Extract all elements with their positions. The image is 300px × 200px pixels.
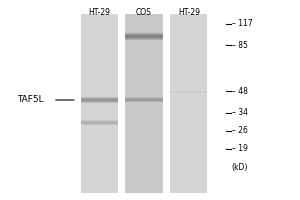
Bar [81, 121, 118, 122]
Bar [125, 35, 163, 36]
Bar [81, 121, 118, 122]
Bar [81, 122, 118, 123]
Text: HT-29: HT-29 [178, 8, 200, 17]
Text: – 19: – 19 [232, 144, 248, 153]
Bar [125, 98, 163, 99]
Text: COS: COS [136, 8, 152, 17]
Bar [81, 97, 118, 98]
Bar [81, 123, 118, 124]
Text: – 48: – 48 [232, 87, 248, 96]
Bar [81, 124, 118, 125]
Bar [81, 122, 118, 123]
Bar [170, 92, 208, 93]
Bar [125, 37, 163, 38]
Text: HT-29: HT-29 [88, 8, 110, 17]
Bar [81, 98, 118, 99]
Bar [125, 14, 163, 193]
Bar [125, 97, 163, 98]
Bar [125, 100, 163, 101]
Bar [81, 101, 118, 102]
Bar [125, 38, 163, 39]
Text: – 34: – 34 [232, 108, 248, 117]
Bar [125, 98, 163, 99]
Text: – 85: – 85 [232, 41, 248, 50]
Bar [81, 122, 118, 123]
Bar [125, 101, 163, 102]
Bar [125, 34, 163, 35]
Bar [81, 100, 118, 101]
Bar [125, 99, 163, 100]
Bar [125, 100, 163, 101]
Bar [125, 35, 163, 36]
Bar [81, 123, 118, 124]
Bar [81, 14, 118, 193]
Bar [125, 34, 163, 35]
Bar [170, 92, 208, 93]
Bar [81, 102, 118, 103]
Text: – 117: – 117 [232, 19, 253, 28]
Bar [125, 97, 163, 98]
Bar [125, 36, 163, 37]
Bar [125, 33, 163, 34]
Bar [125, 33, 163, 34]
Bar [170, 91, 208, 92]
Bar [125, 36, 163, 37]
Bar [81, 97, 118, 98]
Bar [81, 100, 118, 101]
Bar [170, 14, 208, 193]
Bar [125, 37, 163, 38]
Bar [125, 98, 163, 99]
Bar [81, 98, 118, 99]
Bar [81, 101, 118, 102]
Bar [170, 91, 208, 92]
Bar [170, 92, 208, 93]
Bar [81, 102, 118, 103]
Bar [81, 124, 118, 125]
Text: TAF5L: TAF5L [17, 95, 44, 104]
Text: – 26: – 26 [232, 126, 248, 135]
Bar [81, 99, 118, 100]
Bar [81, 99, 118, 100]
Bar [81, 120, 118, 121]
Bar [125, 99, 163, 100]
Bar [125, 39, 163, 40]
Text: (kD): (kD) [231, 163, 248, 172]
Bar [170, 91, 208, 92]
Bar [125, 101, 163, 102]
Bar [125, 38, 163, 39]
Bar [170, 92, 208, 93]
Bar [125, 99, 163, 100]
Bar [81, 121, 118, 122]
